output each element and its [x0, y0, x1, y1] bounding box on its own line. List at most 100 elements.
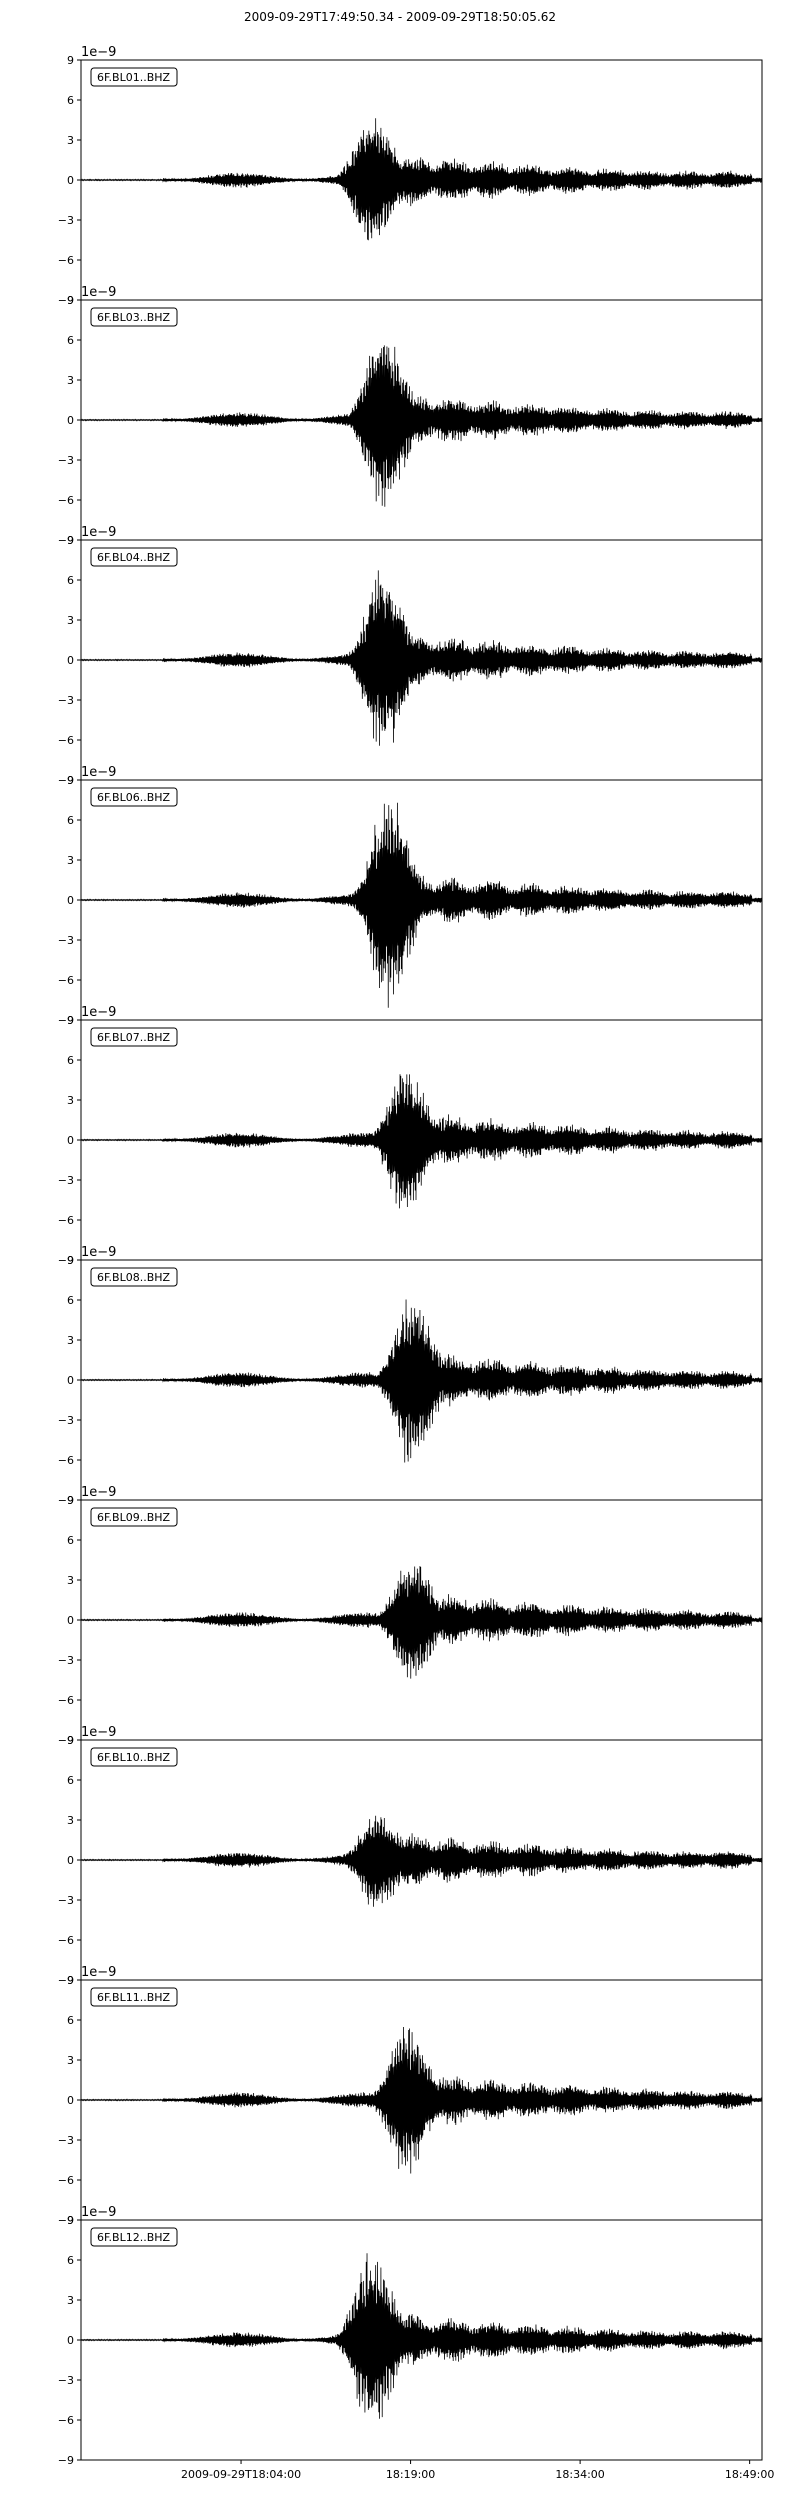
- y-tick-label: −9: [58, 534, 74, 547]
- y-tick-label: −3: [58, 1174, 74, 1187]
- waveform-trace: [80, 118, 763, 241]
- station-label-box: [90, 1507, 178, 1527]
- y-tick-label: 9: [67, 1494, 74, 1507]
- waveform-trace: [80, 2253, 763, 2419]
- y-tick-label: −3: [58, 454, 74, 467]
- y-scale-factor: 1e−9: [81, 1005, 116, 1020]
- y-tick-label: 3: [67, 2054, 74, 2067]
- y-tick-label: 6: [67, 2014, 74, 2027]
- y-tick-label: 3: [67, 134, 74, 147]
- y-tick-label: −6: [58, 494, 74, 507]
- x-tick-label: 2009-09-29T18:04:00: [181, 2468, 301, 2481]
- y-tick-label: 6: [67, 1534, 74, 1547]
- station-label-box: [90, 2227, 178, 2247]
- y-tick-label: 3: [67, 1334, 74, 1347]
- y-tick-label: −3: [58, 1894, 74, 1907]
- y-tick-label: 0: [67, 654, 74, 667]
- y-tick-label: −3: [58, 214, 74, 227]
- y-tick-label: 0: [67, 1374, 74, 1387]
- y-tick-label: 0: [67, 1134, 74, 1147]
- station-label: 6F.BL03..BHZ: [97, 311, 171, 324]
- x-tick-label: 18:34:00: [555, 2468, 604, 2481]
- y-tick-label: 0: [67, 414, 74, 427]
- station-label-box: [90, 1987, 178, 2007]
- y-tick-label: 0: [67, 2094, 74, 2107]
- y-tick-label: 3: [67, 2294, 74, 2307]
- y-tick-label: 3: [67, 374, 74, 387]
- y-tick-label: 9: [67, 2214, 74, 2227]
- y-scale-factor: 1e−9: [81, 1965, 116, 1980]
- y-tick-label: 3: [67, 614, 74, 627]
- y-tick-label: 0: [67, 174, 74, 187]
- station-label: 6F.BL10..BHZ: [97, 1751, 171, 1764]
- y-tick-label: −6: [58, 1694, 74, 1707]
- station-label-box: [90, 787, 178, 807]
- y-tick-label: 6: [67, 1294, 74, 1307]
- station-label: 6F.BL09..BHZ: [97, 1511, 171, 1524]
- y-tick-label: −6: [58, 1214, 74, 1227]
- y-scale-factor: 1e−9: [81, 45, 116, 60]
- station-label: 6F.BL01..BHZ: [97, 71, 171, 84]
- y-tick-label: 6: [67, 1774, 74, 1787]
- y-tick-label: 9: [67, 1254, 74, 1267]
- y-tick-label: 6: [67, 334, 74, 347]
- y-tick-label: 6: [67, 574, 74, 587]
- y-tick-label: 0: [67, 2334, 74, 2347]
- y-tick-label: −9: [58, 1494, 74, 1507]
- y-tick-label: 9: [67, 1734, 74, 1747]
- x-tick-label: 18:19:00: [386, 2468, 435, 2481]
- y-scale-factor: 1e−9: [81, 525, 116, 540]
- waveform-trace: [80, 570, 763, 746]
- y-tick-label: −9: [58, 1974, 74, 1987]
- y-tick-label: 0: [67, 894, 74, 907]
- y-scale-factor: 1e−9: [81, 1725, 116, 1740]
- y-tick-label: −6: [58, 974, 74, 987]
- station-label: 6F.BL11..BHZ: [97, 1991, 171, 2004]
- waveform-trace: [80, 1074, 763, 1209]
- waveform-trace: [80, 1299, 763, 1463]
- figure-title: 2009-09-29T17:49:50.34 - 2009-09-29T18:5…: [243, 10, 557, 24]
- y-tick-label: 3: [67, 854, 74, 867]
- y-scale-factor: 1e−9: [81, 1485, 116, 1500]
- waveform-trace: [80, 802, 763, 1008]
- station-label-box: [90, 1027, 178, 1047]
- y-tick-label: −9: [58, 2214, 74, 2227]
- y-scale-factor: 1e−9: [81, 285, 116, 300]
- station-label: 6F.BL08..BHZ: [97, 1271, 171, 1284]
- y-tick-label: −6: [58, 1934, 74, 1947]
- y-tick-label: −3: [58, 1654, 74, 1667]
- y-tick-label: −3: [58, 2374, 74, 2387]
- station-label-box: [90, 1267, 178, 1287]
- y-tick-label: 6: [67, 94, 74, 107]
- y-tick-label: −6: [58, 254, 74, 267]
- waveform-trace: [80, 1566, 763, 1679]
- y-tick-label: 9: [67, 1014, 74, 1027]
- y-tick-label: −9: [58, 1734, 74, 1747]
- y-tick-label: −6: [58, 2174, 74, 2187]
- y-scale-factor: 1e−9: [81, 765, 116, 780]
- y-tick-label: −3: [58, 2134, 74, 2147]
- y-scale-factor: 1e−9: [81, 1245, 116, 1260]
- y-tick-label: −9: [58, 1254, 74, 1267]
- y-tick-label: 9: [67, 294, 74, 307]
- station-label-box: [90, 547, 178, 567]
- y-tick-label: 0: [67, 1854, 74, 1867]
- y-tick-label: 6: [67, 814, 74, 827]
- y-tick-label: 9: [67, 1974, 74, 1987]
- y-tick-label: 6: [67, 2254, 74, 2267]
- station-label: 6F.BL04..BHZ: [97, 551, 171, 564]
- waveform-trace: [80, 2026, 763, 2174]
- y-tick-label: −3: [58, 934, 74, 947]
- x-tick-label: 18:49:00: [725, 2468, 774, 2481]
- y-tick-label: −3: [58, 694, 74, 707]
- y-tick-label: −9: [58, 294, 74, 307]
- y-tick-label: −9: [58, 1014, 74, 1027]
- station-label-box: [90, 67, 178, 87]
- station-label-box: [90, 307, 178, 327]
- y-tick-label: −6: [58, 734, 74, 747]
- waveform-trace: [80, 345, 763, 507]
- y-tick-label: −6: [58, 2414, 74, 2427]
- station-label-box: [90, 1747, 178, 1767]
